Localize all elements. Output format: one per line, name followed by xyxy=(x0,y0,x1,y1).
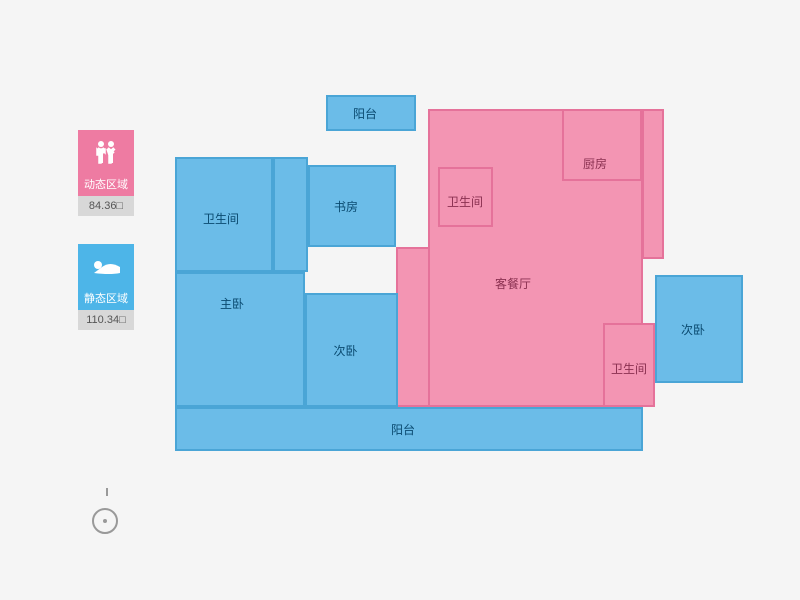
compass-icon xyxy=(92,498,122,538)
legend-panel: 动态区域 84.36□ 静态区域 110.34□ xyxy=(78,130,138,358)
room-label-kitchen: 厨房 xyxy=(583,155,607,172)
room-label-balcony-top: 阳台 xyxy=(353,105,377,122)
room-label-bathroom-1: 卫生间 xyxy=(203,210,239,227)
legend-dynamic-label: 动态区域 xyxy=(78,174,134,196)
room-label-bathroom-3: 卫生间 xyxy=(611,360,647,377)
legend-static: 静态区域 110.34□ xyxy=(78,244,138,330)
room-label-balcony-bot: 阳台 xyxy=(391,421,415,438)
room-label-bathroom-2: 卫生间 xyxy=(447,193,483,210)
room-label-master-bed: 主卧 xyxy=(220,295,244,312)
sleep-icon xyxy=(78,244,134,288)
room-side-corridor xyxy=(273,157,308,272)
room-label-second-bed-1: 次卧 xyxy=(334,342,358,359)
room-label-second-bed-2: 次卧 xyxy=(681,321,705,338)
room-master-bed xyxy=(175,272,305,407)
legend-dynamic-value: 84.36□ xyxy=(78,196,134,216)
legend-static-label: 静态区域 xyxy=(78,288,134,310)
people-icon xyxy=(78,130,134,174)
legend-static-value: 110.34□ xyxy=(78,310,134,330)
room-side-strip xyxy=(642,109,664,259)
floor-plan: 客餐厅厨房卫生间卫生间阳台卫生间书房主卧次卧次卧阳台 xyxy=(175,95,755,515)
legend-dynamic: 动态区域 84.36□ xyxy=(78,130,138,216)
room-label-study: 书房 xyxy=(334,198,358,215)
room-label-living-dining: 客餐厅 xyxy=(495,275,531,292)
room-entry-strip xyxy=(396,247,430,407)
